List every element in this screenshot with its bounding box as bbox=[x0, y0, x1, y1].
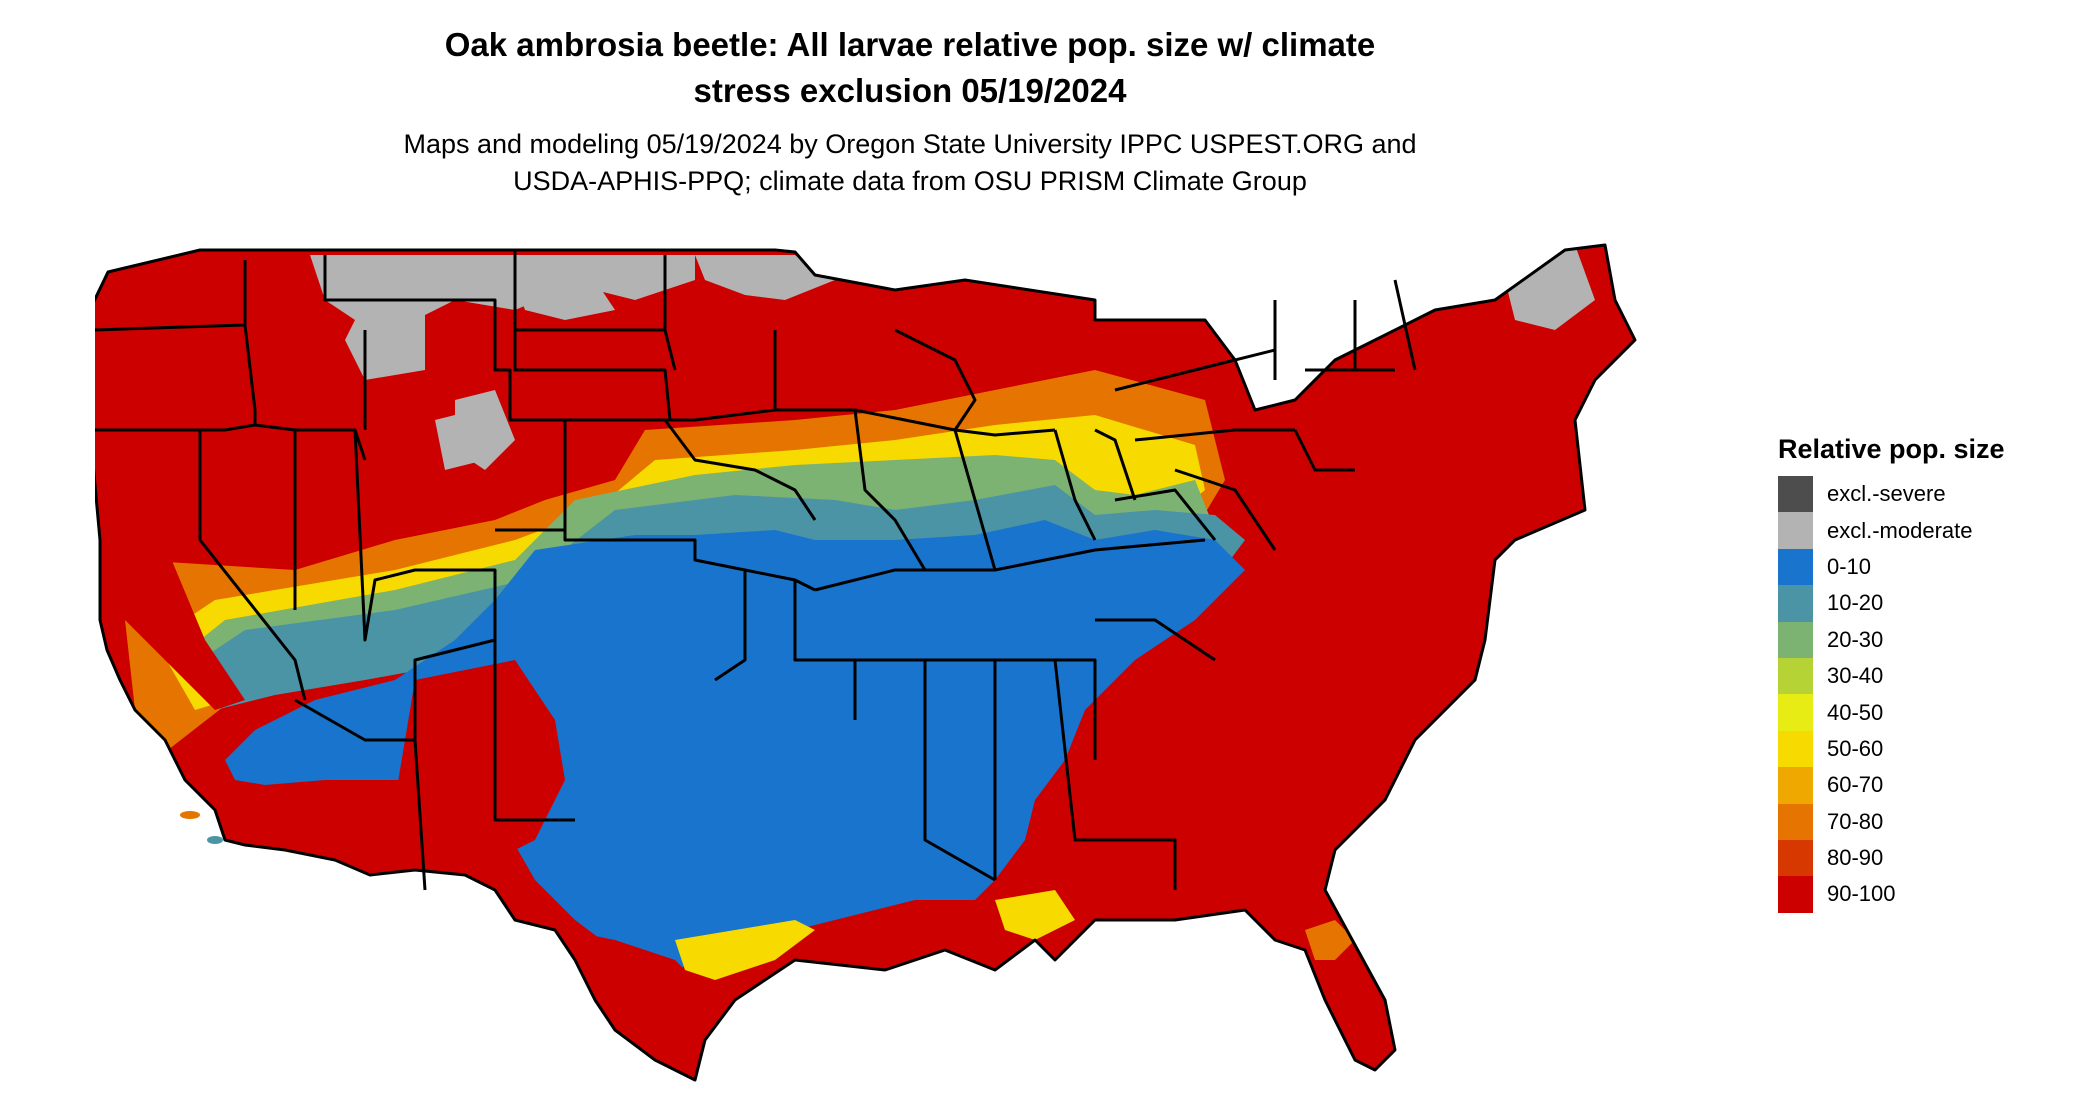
legend-label: 20-30 bbox=[1827, 626, 1884, 652]
legend-item: 30-40 bbox=[1778, 657, 2078, 695]
legend-label: 0-10 bbox=[1827, 553, 1872, 579]
legend-item: 0-10 bbox=[1778, 548, 2078, 586]
legend-rows: excl.-severe excl.-moderate 0-10 10-20 20-30… bbox=[1778, 476, 2078, 913]
state-boundaries bbox=[95, 243, 1637, 1082]
legend-swatch bbox=[1778, 803, 1813, 840]
title-line-1: Oak ambrosia beetle: All larvae relative… bbox=[444, 26, 1376, 63]
band-90-100 bbox=[1295, 930, 1395, 1070]
legend-item: 40-50 bbox=[1778, 694, 2078, 731]
legend-title: Relative pop. size bbox=[1778, 434, 2005, 464]
legend-label: 80-90 bbox=[1827, 845, 1884, 871]
map-subtitle: Maps and modeling 05/19/2024 by Oregon S… bbox=[300, 126, 1520, 200]
legend-label: 50-60 bbox=[1827, 735, 1884, 761]
excl-moderate-zone bbox=[1505, 245, 1595, 330]
band-50-60 bbox=[675, 920, 815, 980]
legend-swatch bbox=[1778, 621, 1813, 658]
legend-swatch bbox=[1778, 548, 1813, 586]
legend-label: 70-80 bbox=[1827, 808, 1884, 834]
us-map bbox=[95, 243, 1637, 1082]
legend-item: 20-30 bbox=[1778, 621, 2078, 658]
legend-label: 90-100 bbox=[1827, 881, 1896, 907]
legend-item: 50-60 bbox=[1778, 730, 2078, 768]
title-line-2: stress exclusion 05/19/2024 bbox=[693, 72, 1127, 109]
legend-swatch bbox=[1778, 512, 1813, 549]
legend-label: 10-20 bbox=[1827, 590, 1884, 616]
legend-item: 80-90 bbox=[1778, 839, 2078, 877]
excl-moderate-zone bbox=[435, 410, 485, 470]
legend-swatch bbox=[1778, 694, 1813, 731]
subtitle-line-2: USDA-APHIS-PPQ; climate data from OSU PR… bbox=[513, 166, 1307, 196]
legend-item: excl.-severe bbox=[1778, 476, 2078, 513]
channel-islands bbox=[180, 811, 223, 844]
legend-item: 10-20 bbox=[1778, 585, 2078, 622]
legend-swatch bbox=[1778, 657, 1813, 695]
excl-moderate-zone bbox=[515, 280, 615, 320]
legend-label: excl.-moderate bbox=[1827, 517, 1973, 543]
legend-label: 40-50 bbox=[1827, 699, 1884, 725]
legend-item: excl.-moderate bbox=[1778, 512, 2078, 549]
band-70-80 bbox=[1305, 920, 1355, 960]
legend-item: 70-80 bbox=[1778, 803, 2078, 840]
subtitle-line-1: Maps and modeling 05/19/2024 by Oregon S… bbox=[403, 129, 1417, 159]
band-90-100 bbox=[115, 520, 245, 710]
legend-item: 90-100 bbox=[1778, 876, 2078, 913]
legend-swatch bbox=[1778, 476, 1813, 513]
band-50-60 bbox=[995, 890, 1075, 940]
excl-moderate-zone bbox=[695, 255, 835, 300]
map-title: Oak ambrosia beetle: All larvae relative… bbox=[300, 22, 1520, 114]
population-raster bbox=[95, 245, 1635, 1080]
legend-item: 60-70 bbox=[1778, 767, 2078, 804]
legend-label: excl.-severe bbox=[1827, 481, 1946, 507]
legend-label: 60-70 bbox=[1827, 772, 1884, 798]
legend: Relative pop. size excl.-severe excl.-mod… bbox=[1778, 432, 2078, 913]
legend-swatch bbox=[1778, 730, 1813, 768]
legend-swatch bbox=[1778, 839, 1813, 877]
band-0-10 bbox=[225, 520, 1245, 970]
legend-label: 30-40 bbox=[1827, 663, 1884, 689]
band-90-100 bbox=[395, 660, 565, 860]
band-90-100 bbox=[565, 930, 705, 1080]
legend-swatch bbox=[1778, 876, 1813, 913]
legend-swatch bbox=[1778, 767, 1813, 804]
legend-swatch bbox=[1778, 585, 1813, 622]
